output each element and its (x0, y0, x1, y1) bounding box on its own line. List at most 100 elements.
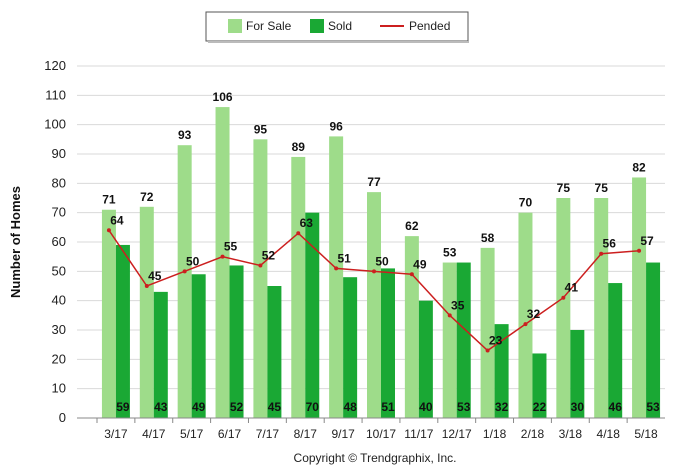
label-for-sale: 70 (519, 196, 533, 210)
legend-label-pended: Pended (409, 19, 450, 33)
label-pended: 32 (527, 307, 541, 321)
x-tick-label: 9/17 (331, 427, 355, 441)
bar-sold (191, 274, 206, 418)
legend-label-sold: Sold (328, 19, 352, 33)
y-tick-label: 40 (52, 293, 66, 308)
bar-sold (381, 268, 395, 418)
legend-swatch-sold (310, 19, 324, 33)
bar-sold (343, 277, 358, 418)
bar-for-sale (518, 212, 533, 418)
x-tick-label: 6/17 (218, 427, 242, 441)
label-for-sale: 72 (140, 190, 154, 204)
y-tick-label: 70 (52, 205, 66, 220)
label-pended: 56 (603, 237, 617, 251)
x-tick-label: 7/17 (256, 427, 280, 441)
y-tick-label: 110 (45, 87, 66, 102)
x-tick-label: 4/17 (142, 427, 166, 441)
label-sold: 32 (495, 400, 509, 414)
pended-point (447, 313, 452, 318)
label-sold: 49 (192, 400, 206, 414)
pended-line (106, 228, 642, 353)
pended-point (523, 322, 528, 327)
pended-point (182, 269, 187, 274)
legend: For Sale Sold Pended (205, 11, 469, 43)
pended-point (372, 269, 376, 274)
y-tick-label: 30 (52, 322, 66, 337)
x-tick-label: 3/17 (104, 427, 128, 441)
label-sold: 59 (116, 400, 130, 414)
label-for-sale: 71 (102, 193, 116, 207)
bar-for-sale (594, 198, 609, 418)
label-pended: 50 (375, 254, 389, 268)
label-for-sale: 95 (254, 122, 268, 136)
bar-for-sale (329, 136, 344, 418)
label-sold: 51 (381, 400, 395, 414)
pended-point (144, 284, 149, 288)
label-for-sale: 82 (632, 160, 646, 174)
y-axis-label: Number of Homes (8, 186, 23, 298)
pended-point (637, 248, 642, 253)
pended-point (106, 228, 111, 233)
bar-sold (229, 265, 244, 418)
x-tick-label: 5/17 (180, 427, 204, 441)
label-for-sale: 89 (292, 140, 306, 154)
label-sold: 43 (154, 400, 168, 414)
x-tick-label: 11/17 (404, 427, 433, 441)
pended-point (220, 254, 225, 259)
bar-sold (570, 330, 585, 418)
label-for-sale: 58 (481, 231, 495, 245)
pended-point (258, 263, 263, 268)
x-tick-label: 8/17 (294, 427, 318, 441)
label-pended: 52 (262, 248, 276, 262)
label-pended: 64 (110, 213, 124, 227)
bar-sold (532, 353, 547, 418)
label-for-sale: 96 (329, 119, 343, 133)
bar-for-sale (404, 236, 419, 418)
bar-for-sale (253, 139, 268, 419)
label-pended: 41 (565, 281, 579, 295)
y-tick-label: 50 (52, 263, 66, 278)
legend-swatch-for-sale (228, 19, 242, 33)
bar-for-sale (101, 209, 116, 418)
x-tick-label: 2/18 (521, 427, 545, 441)
pended-point (561, 295, 566, 300)
label-pended: 51 (337, 251, 351, 265)
legend-label-for-sale: For Sale (246, 19, 292, 33)
label-for-sale: 53 (443, 246, 457, 260)
label-sold: 46 (609, 400, 623, 414)
bar-for-sale (139, 206, 154, 418)
bar-sold (115, 244, 130, 418)
label-pended: 35 (451, 298, 465, 312)
bar-sold (267, 286, 282, 418)
bar-sold (456, 262, 471, 418)
bar-for-sale (177, 145, 192, 418)
label-for-sale: 75 (557, 181, 571, 195)
label-pended: 49 (413, 257, 427, 271)
label-sold: 40 (419, 400, 433, 414)
bar-for-sale (556, 198, 571, 418)
copyright-footer: Copyright © Trendgraphix, Inc. (294, 451, 457, 465)
pended-point (485, 348, 490, 353)
label-for-sale: 77 (367, 175, 381, 189)
y-tick-label: 20 (52, 351, 66, 366)
bar-for-sale (632, 177, 647, 418)
label-sold: 22 (533, 400, 547, 414)
label-sold: 48 (343, 400, 357, 414)
label-pended: 50 (186, 254, 200, 268)
label-sold: 53 (646, 400, 660, 414)
bar-for-sale (291, 156, 306, 418)
y-tick-label: 80 (52, 175, 66, 190)
pended-point (409, 272, 414, 277)
label-pended: 57 (640, 234, 654, 248)
bar-for-sale (442, 262, 457, 418)
legend-box (205, 11, 469, 42)
data-labels: 71 59 72 43 93 49 106 52 95 45 89 70 96 48 77 51 62 40 53 5… (102, 90, 660, 414)
bar-sold (418, 300, 433, 418)
label-for-sale: 75 (595, 181, 609, 195)
bar-sold (608, 283, 623, 418)
bar-for-sale (367, 192, 381, 418)
label-for-sale: 93 (178, 128, 192, 142)
label-for-sale: 106 (213, 90, 233, 104)
y-tick-label: 120 (44, 58, 66, 73)
label-for-sale: 62 (405, 219, 419, 233)
